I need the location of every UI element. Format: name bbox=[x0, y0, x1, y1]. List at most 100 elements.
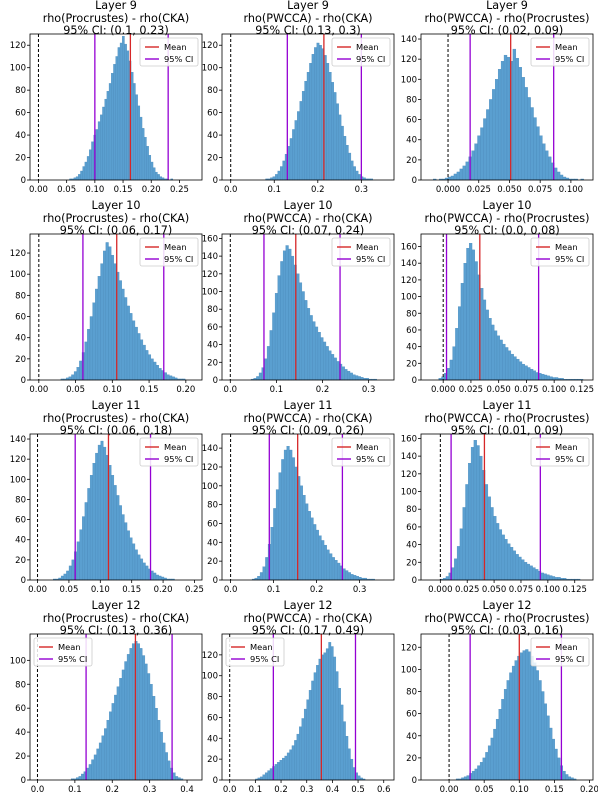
histogram-bar bbox=[317, 332, 321, 381]
legend: Mean 95% CI bbox=[530, 437, 590, 467]
histogram-bar bbox=[264, 358, 268, 381]
histogram-bar bbox=[159, 731, 163, 781]
histogram-bar bbox=[471, 150, 475, 181]
histogram-bar bbox=[303, 708, 307, 781]
y-tick-label: 60 bbox=[207, 109, 218, 119]
histogram-bar bbox=[349, 372, 353, 381]
histogram-bar bbox=[79, 529, 83, 581]
histogram-bar bbox=[507, 350, 512, 381]
histogram-bar bbox=[97, 276, 101, 381]
x-tick-label: 0.1 bbox=[249, 785, 263, 795]
x-tick-label: 0.20 bbox=[142, 185, 161, 195]
y-tick-label: 40 bbox=[406, 136, 417, 146]
panel-title-line-1: Layer 10 bbox=[482, 199, 532, 212]
histogram-bar bbox=[299, 485, 303, 581]
x-tick-label: 0.00 bbox=[29, 385, 48, 395]
histogram-bar bbox=[495, 718, 499, 781]
histogram-bar bbox=[301, 718, 305, 781]
histogram-bar bbox=[355, 170, 359, 181]
histogram-bar bbox=[524, 562, 528, 581]
histogram-bar bbox=[137, 643, 140, 781]
histogram-bar bbox=[546, 715, 550, 781]
histogram-bar bbox=[565, 774, 569, 781]
histogram-bar bbox=[499, 339, 503, 381]
y-tick-label: 100 bbox=[202, 672, 218, 682]
histogram-bar bbox=[71, 559, 75, 581]
histogram-plot: 0.000 0.025 0.050 0.075 0.100 0.125 0 20 40 60 80 1… bbox=[401, 233, 594, 395]
histogram-bar bbox=[484, 484, 489, 581]
y-tick-label: 120 bbox=[401, 643, 417, 653]
histogram-bar bbox=[290, 255, 295, 381]
histogram-bar bbox=[282, 757, 285, 781]
histogram-bar bbox=[509, 672, 513, 781]
histogram-bar bbox=[137, 554, 141, 581]
histogram-bar bbox=[510, 547, 514, 581]
histogram-bar bbox=[347, 572, 351, 581]
histogram-bar bbox=[358, 174, 361, 181]
histogram-bar bbox=[121, 669, 125, 781]
x-tick-label: 0.100 bbox=[542, 385, 566, 395]
y-tick-label: 40 bbox=[406, 541, 417, 551]
y-tick-label: 160 bbox=[202, 234, 218, 244]
panel-layer9-pwcca-cka: Layer 9 rho(PWCCA) - rho(CKA) 95% CI: (0… bbox=[202, 0, 398, 200]
histogram-bar bbox=[146, 146, 149, 181]
histogram-bar bbox=[299, 101, 303, 181]
histogram-bar bbox=[256, 376, 260, 381]
histogram-bar bbox=[272, 176, 276, 181]
histogram-bar bbox=[340, 704, 344, 781]
histogram-bar bbox=[111, 475, 115, 581]
y-tick-label: 120 bbox=[10, 249, 26, 259]
histogram-bar bbox=[457, 306, 462, 381]
histogram-bar bbox=[93, 754, 97, 781]
y-tick-label: 140 bbox=[202, 444, 218, 454]
histogram-bar bbox=[289, 449, 293, 581]
histogram-bar bbox=[480, 127, 484, 181]
x-tick-label: 0.025 bbox=[455, 585, 479, 595]
histogram-bar bbox=[506, 56, 511, 181]
histogram-bar bbox=[546, 375, 550, 381]
y-tick-label: 100 bbox=[10, 270, 26, 280]
histogram-bar bbox=[497, 69, 502, 181]
y-tick-label: 60 bbox=[15, 516, 26, 526]
histogram-bar bbox=[541, 373, 545, 381]
x-tick-label: 0.10 bbox=[85, 185, 104, 195]
histogram-bar bbox=[113, 485, 117, 581]
histogram-bar bbox=[494, 330, 498, 381]
legend: Mean 95% CI bbox=[139, 237, 199, 267]
histogram-bar bbox=[118, 505, 122, 581]
histogram-bar bbox=[104, 98, 108, 181]
histogram-bar bbox=[84, 502, 88, 581]
legend-ci-label: 95% CI bbox=[356, 454, 385, 464]
axes-frame bbox=[221, 433, 395, 581]
histogram-bar bbox=[309, 63, 313, 181]
histogram-bar bbox=[477, 135, 481, 181]
histogram-bar bbox=[157, 719, 161, 781]
y-tick-label: 20 bbox=[207, 154, 218, 164]
histogram-bar bbox=[304, 80, 308, 181]
histogram-bar bbox=[304, 300, 308, 381]
legend-ci-label: 95% CI bbox=[250, 654, 279, 664]
panel-title-line-1: Layer 12 bbox=[91, 599, 141, 612]
histogram-bar bbox=[152, 696, 156, 781]
histogram-bar bbox=[97, 444, 101, 581]
histogram-bar bbox=[337, 562, 341, 581]
histogram-bar bbox=[501, 534, 505, 581]
histogram-bar bbox=[306, 699, 310, 781]
histogram-bar bbox=[486, 109, 490, 181]
histogram-bar bbox=[100, 114, 103, 181]
histogram-bar bbox=[114, 694, 118, 781]
y-tick-label: 100 bbox=[401, 665, 417, 675]
histogram-bar bbox=[532, 370, 537, 381]
y-tick-label: 80 bbox=[406, 309, 417, 319]
histogram-bar bbox=[122, 36, 125, 181]
histogram-bar bbox=[460, 283, 464, 381]
histogram-bar bbox=[325, 346, 329, 381]
panel-title-line-1: Layer 11 bbox=[91, 399, 141, 412]
histogram-bar bbox=[118, 280, 122, 381]
histogram-bar bbox=[111, 73, 114, 181]
histogram-bar bbox=[535, 569, 539, 581]
plot-area bbox=[36, 634, 184, 781]
histogram-bar bbox=[532, 567, 536, 581]
plot-area bbox=[439, 434, 581, 581]
histogram-bar bbox=[301, 91, 305, 181]
